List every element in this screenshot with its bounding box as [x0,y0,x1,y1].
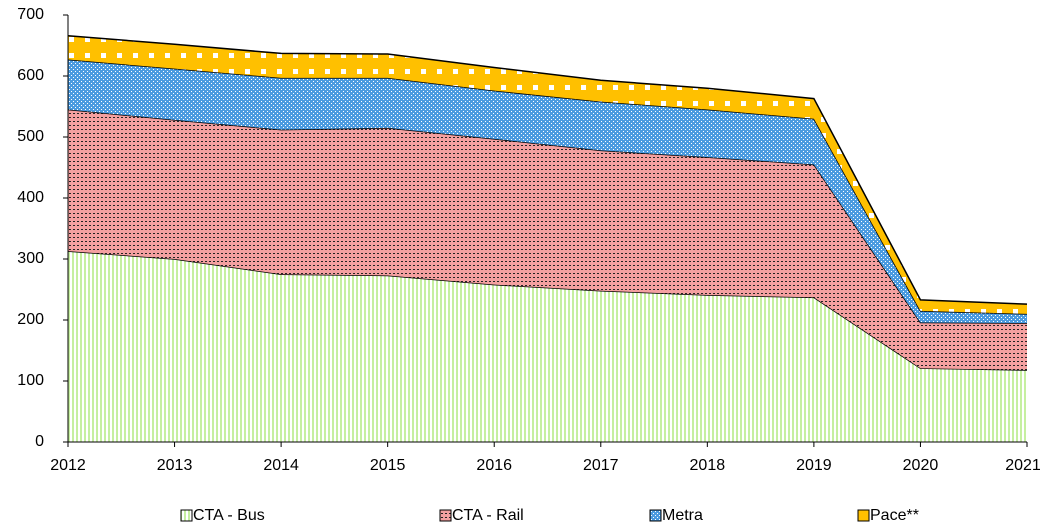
area [68,35,1027,314]
x-tick-label: 2020 [903,457,939,474]
x-tick-label: 2014 [263,457,299,474]
y-tick-label: 500 [17,128,44,145]
y-tick-label: 300 [17,250,44,267]
y-tick-label: 200 [17,311,44,328]
legend-swatch [857,509,870,522]
legend-swatch [439,509,452,522]
y-tick-label: 700 [17,6,44,23]
area [68,109,1027,371]
legend-swatch [649,509,662,522]
x-tick-label: 2017 [583,457,619,474]
legend-label: CTA - Bus [193,507,265,524]
y-tick-label: 600 [17,67,44,84]
x-tick-label: 2019 [796,457,832,474]
x-tick-label: 2016 [476,457,512,474]
area [68,59,1027,324]
legend-label: Pace** [870,507,919,524]
x-tick-label: 2013 [157,457,193,474]
y-tick-label: 400 [17,189,44,206]
x-tick-label: 2015 [370,457,406,474]
x-tick-label: 2012 [50,457,86,474]
y-tick-label: 0 [35,433,44,450]
legend-label: Metra [662,507,703,524]
legend-swatch [180,509,193,522]
x-tick-label: 2018 [690,457,726,474]
area-edge [67,34,1028,305]
legend-label: CTA - Rail [452,507,524,524]
x-tick-label: 2021 [1005,457,1041,474]
y-tick-label: 100 [17,372,44,389]
area [68,251,1027,442]
